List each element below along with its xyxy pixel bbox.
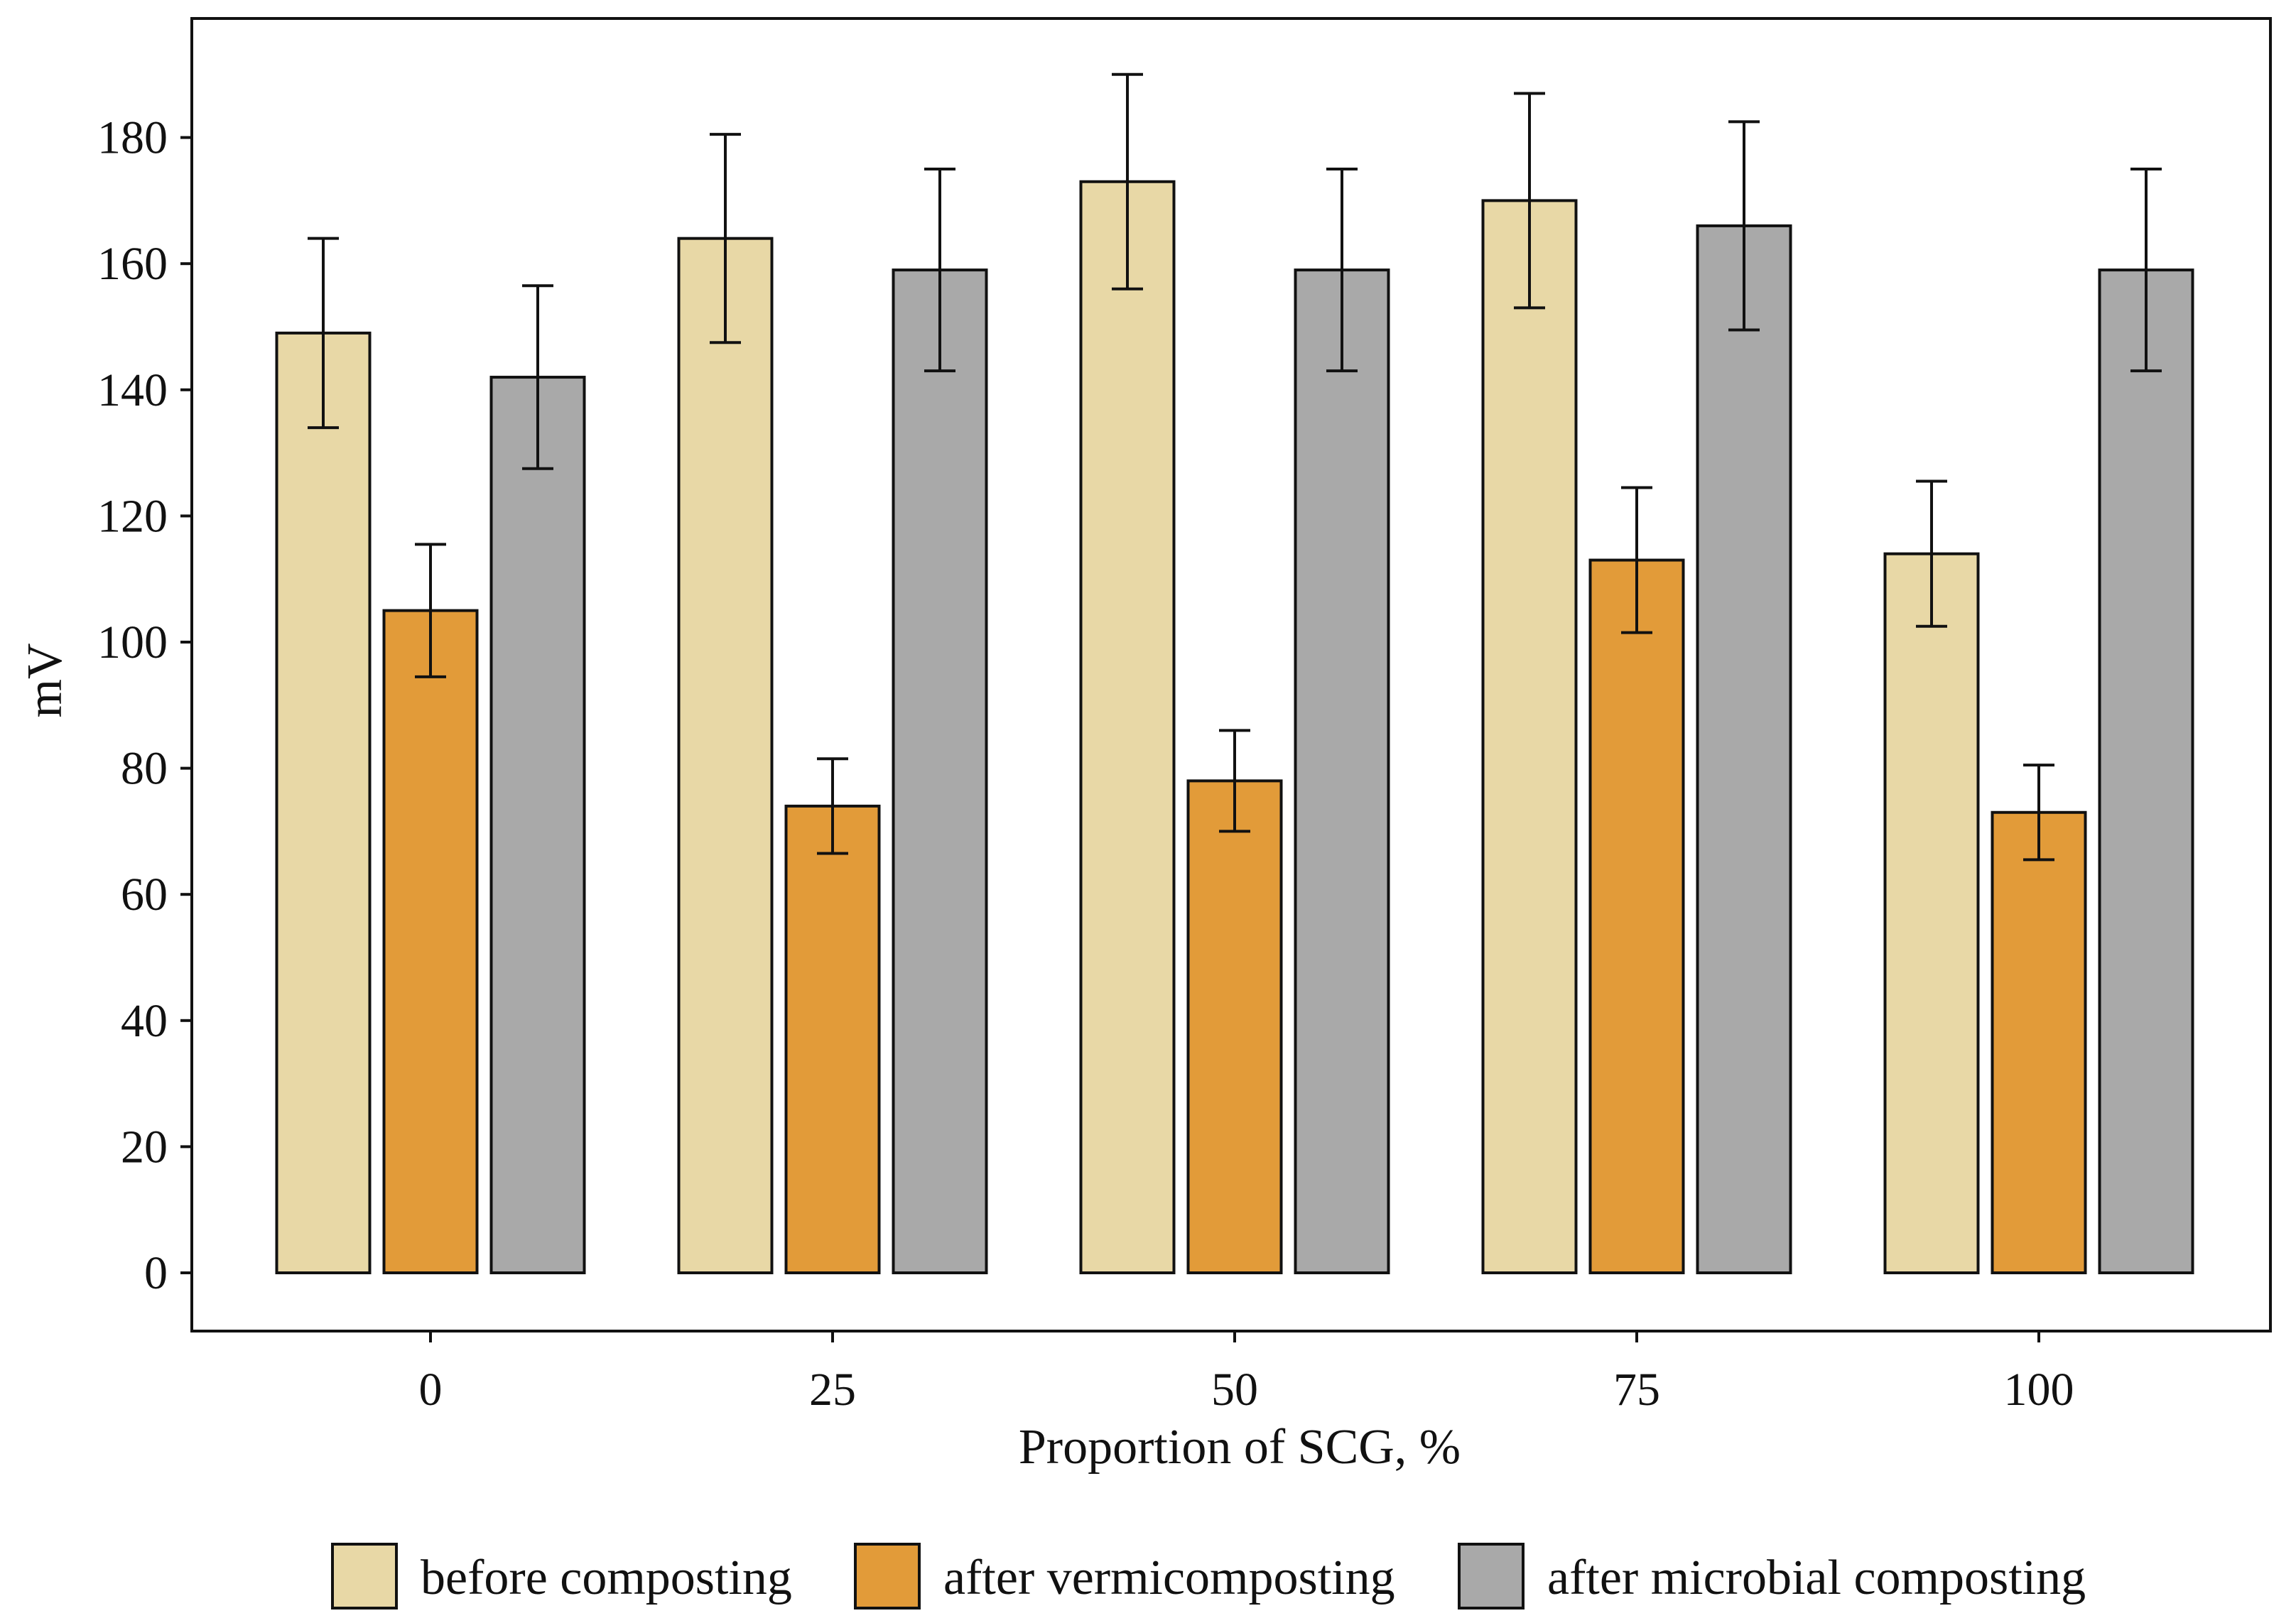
y-tick-label-140: 140 [97,364,168,416]
legend: before composting after vermicomposting af… [331,1543,2086,1610]
x-axis: 0 25 50 75 100 [419,1331,2074,1416]
y-tick-label-100: 100 [97,617,168,668]
bar-25-series-3 [892,268,988,1275]
y-axis-title: mV [18,644,72,718]
error-bars-layer [308,72,2162,862]
y-axis: 0 20 40 60 80 100 120 140 160 180 [97,112,192,1299]
error-bar-0-series-3 [522,284,553,470]
y-tick-label-60: 60 [121,869,168,921]
y-tick-label-120: 120 [97,490,168,542]
y-tick-label-40: 40 [121,995,168,1047]
x-tick-label-100: 100 [2004,1364,2074,1416]
y-tick-label-20: 20 [121,1121,168,1173]
legend-item-series-2: after vermicomposting [854,1543,1395,1610]
legend-swatch [331,1543,398,1610]
error-bar-25-series-1 [710,133,741,344]
legend-label: after microbial composting [1547,1551,2086,1605]
y-tick-label-80: 80 [121,743,168,795]
legend-swatch [854,1543,921,1610]
bar-25-series-2 [784,804,881,1274]
legend-label: before composting [421,1551,792,1605]
bar-75-series-2 [1588,558,1685,1274]
y-tick-label-160: 160 [97,238,168,290]
error-bar-100-series-2 [2023,764,2054,862]
bar-75-series-3 [1696,224,1792,1274]
legend-swatch [1458,1543,1525,1610]
bar-0-series-3 [489,376,586,1274]
legend-label: after vermicomposting [943,1551,1395,1605]
x-axis-title: Proportion of SCG, % [1019,1420,1461,1475]
x-tick-label-0: 0 [419,1364,443,1416]
error-bar-75-series-1 [1514,92,1545,310]
error-bar-50-series-2 [1219,729,1250,833]
x-tick-label-50: 50 [1211,1364,1258,1416]
bar-0-series-1 [275,331,372,1274]
bar-50-series-2 [1186,779,1283,1274]
y-tick-label-0: 0 [144,1247,168,1299]
error-bar-50-series-1 [1112,72,1143,291]
bar-75-series-1 [1481,199,1578,1274]
bar-100-series-3 [2098,268,2194,1275]
error-bar-100-series-1 [1916,479,1947,628]
bar-50-series-3 [1294,268,1390,1275]
error-bar-25-series-2 [817,757,848,855]
error-bar-0-series-1 [308,237,339,430]
y-tick-label-180: 180 [97,112,168,164]
bars-layer [275,180,2194,1275]
error-bar-75-series-3 [1728,120,1760,332]
error-bar-75-series-2 [1621,486,1652,634]
error-bar-100-series-3 [2130,168,2162,373]
legend-item-series-1: before composting [331,1543,792,1610]
bar-0-series-2 [382,609,479,1274]
error-bar-25-series-3 [924,168,955,373]
error-bar-0-series-2 [415,543,446,678]
x-tick-label-25: 25 [809,1364,856,1416]
bar-100-series-2 [1991,810,2087,1274]
bar-25-series-1 [677,237,774,1274]
bar-100-series-1 [1883,552,1980,1274]
x-tick-label-75: 75 [1613,1364,1660,1416]
error-bar-50-series-3 [1326,168,1358,373]
bar-50-series-1 [1079,180,1176,1274]
legend-item-series-3: after microbial composting [1458,1543,2086,1610]
